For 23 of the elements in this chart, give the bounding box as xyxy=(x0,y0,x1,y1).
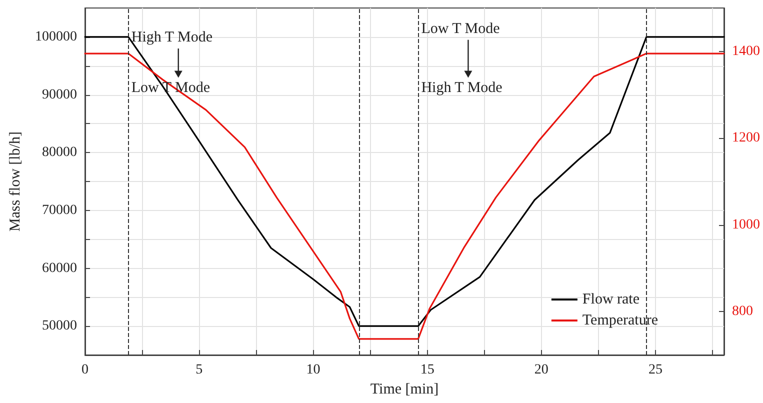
legend-label: Flow rate xyxy=(582,292,640,308)
annotation: High T Mode xyxy=(421,80,503,96)
y2-tick-label: 1400 xyxy=(732,44,760,59)
y-axis-title: Mass flow [lb/h] xyxy=(8,132,24,232)
annotation: Low T Mode xyxy=(421,20,500,37)
x-tick-label: 0 xyxy=(82,362,88,378)
legend-label: Temperature xyxy=(582,312,658,328)
y2-tick-label: 800 xyxy=(732,304,753,320)
x-tick-label: 20 xyxy=(534,362,548,378)
y-tick-label: 50000 xyxy=(42,318,77,334)
y-tick-label: 60000 xyxy=(42,260,77,276)
y2-tick-label: 1000 xyxy=(732,217,760,232)
y2-tick-label: 1200 xyxy=(732,130,760,146)
y-tick-label: 100000 xyxy=(35,29,77,44)
x-axis-title: Time [min] xyxy=(370,381,439,398)
y-tick-label: 80000 xyxy=(42,145,77,160)
x-tick-label: 25 xyxy=(648,362,663,378)
x-tick-label: 10 xyxy=(306,362,320,378)
y-tick-label: 90000 xyxy=(42,87,77,102)
x-tick-label: 15 xyxy=(420,362,434,378)
x-tick-label: 5 xyxy=(196,362,203,378)
y-tick-label: 70000 xyxy=(42,202,77,218)
annotation: High T Mode xyxy=(131,29,213,46)
